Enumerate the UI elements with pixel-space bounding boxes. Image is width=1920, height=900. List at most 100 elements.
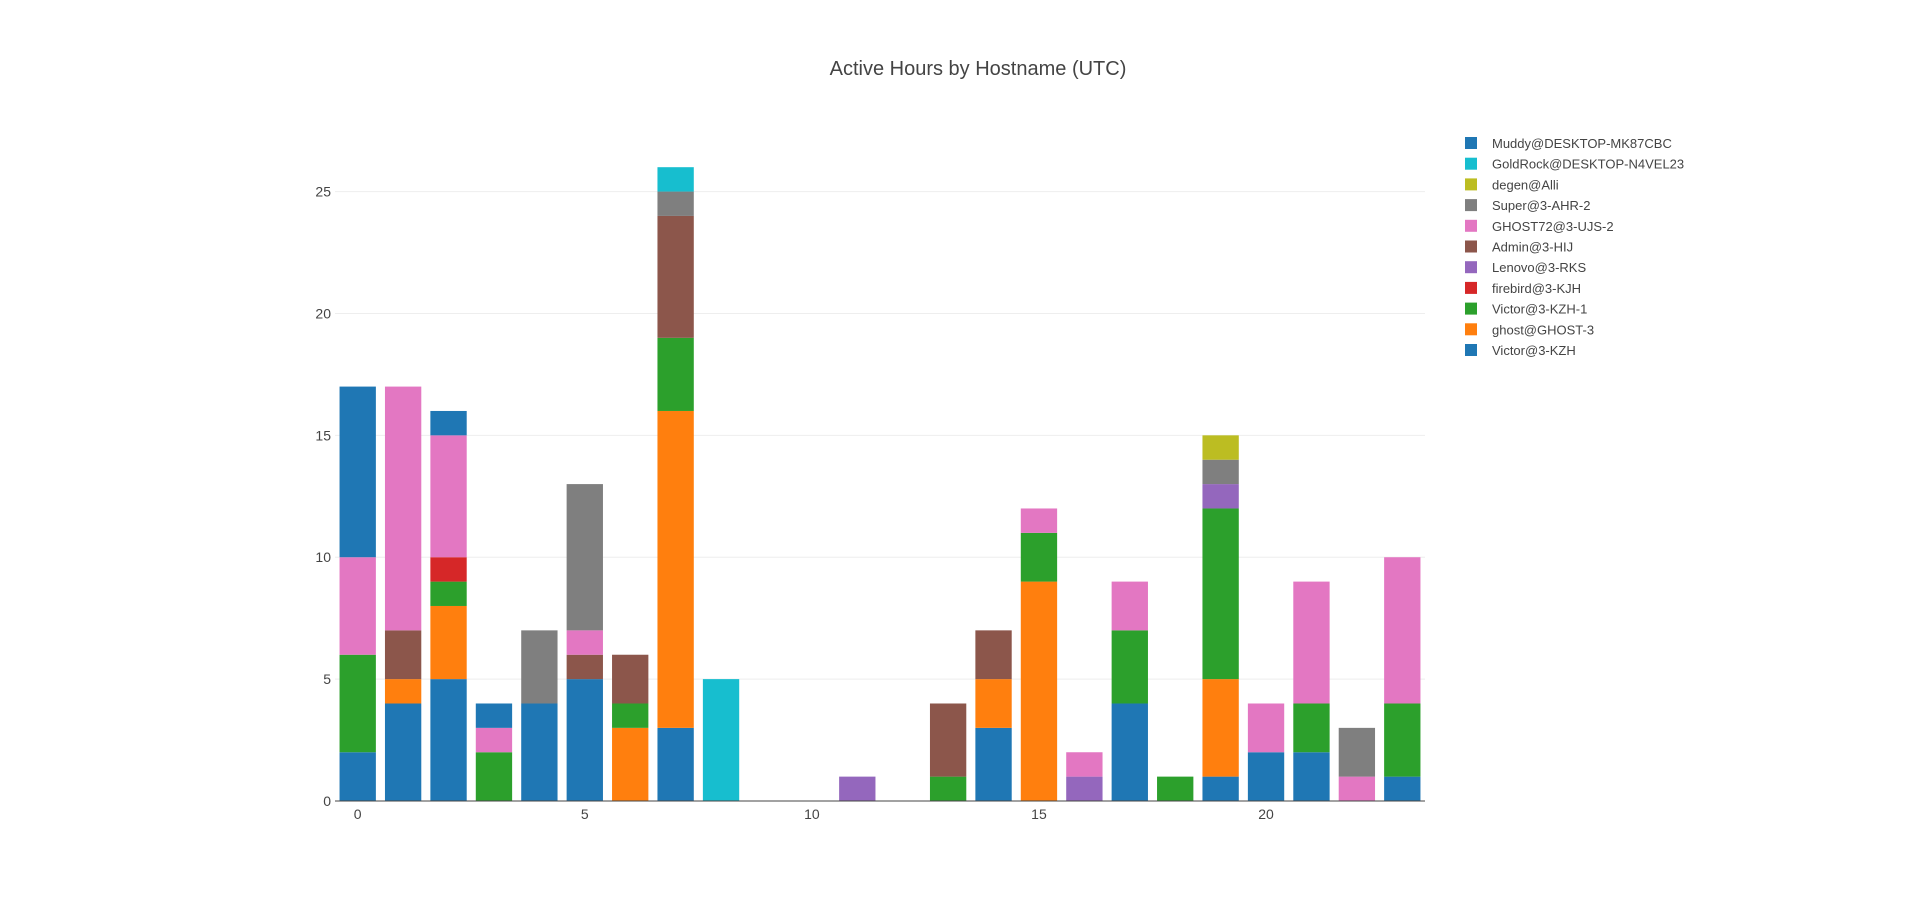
legend-item: degen@Alli [1465, 177, 1559, 192]
legend-swatch [1465, 219, 1477, 232]
bars [339, 167, 1421, 801]
bar-segment [1202, 484, 1239, 509]
legend-item: Super@3-AHR-2 [1465, 198, 1590, 213]
bar-segment [1157, 776, 1194, 801]
bar-segment [702, 679, 740, 801]
legend-label: degen@Alli [1492, 177, 1559, 192]
legend-label: Victor@3-KZH [1492, 343, 1576, 358]
bar-segment [975, 679, 1012, 728]
bar-segment [1111, 703, 1148, 801]
bar-segment [384, 703, 422, 801]
x-tick-label: 0 [354, 806, 362, 822]
bar-segment [657, 727, 694, 801]
bar-segment [1293, 752, 1330, 801]
chart-title: Active Hours by Hostname (UTC) [830, 58, 1127, 80]
legend-label: GoldRock@DESKTOP-N4VEL23 [1492, 157, 1684, 172]
bar-segment [475, 752, 513, 801]
x-tick-label: 10 [804, 806, 820, 822]
legend-swatch [1465, 323, 1477, 336]
bar-segment [1066, 776, 1103, 801]
legend-swatch [1465, 199, 1477, 212]
y-tick-label: 10 [315, 549, 331, 565]
bar-segment [430, 435, 467, 558]
legend-item: Muddy@DESKTOP-MK87CBC [1465, 136, 1672, 151]
bar-segment [1293, 581, 1330, 704]
bar-segment [612, 703, 649, 728]
bar-segment [1384, 557, 1421, 704]
bar-segment [521, 703, 558, 801]
bar-segment [339, 752, 376, 801]
bar-segment [1020, 508, 1058, 533]
bar-segment [929, 703, 967, 777]
bar-segment [1111, 630, 1148, 704]
legend-label: Super@3-AHR-2 [1492, 198, 1590, 213]
bar-segment [657, 410, 694, 728]
bar-segment [521, 630, 558, 704]
bar-segment [657, 167, 694, 192]
legend-label: firebird@3-KJH [1492, 281, 1581, 296]
bar-segment [475, 703, 513, 728]
legend-swatch [1465, 157, 1477, 170]
y-tick-label: 0 [323, 793, 331, 809]
bar-segment [339, 654, 376, 753]
bar-segment [1066, 752, 1103, 777]
bar-segment [1202, 435, 1239, 460]
bar-segment [612, 727, 649, 801]
legend-item: firebird@3-KJH [1465, 281, 1581, 296]
y-tick-label: 20 [315, 305, 331, 321]
bar-segment [1247, 752, 1285, 801]
legend-swatch [1465, 281, 1477, 294]
bar-segment [1202, 679, 1239, 777]
bar-segment [566, 630, 603, 655]
bar-segment [384, 679, 422, 704]
bar-segment [1202, 776, 1239, 801]
bar-segment [975, 727, 1012, 801]
bar-segment [1384, 703, 1421, 777]
bar-segment [975, 630, 1012, 680]
x-tick-label: 5 [581, 806, 589, 822]
bar-segment [339, 557, 376, 655]
bar-segment [1111, 581, 1148, 631]
bar-segment [1293, 703, 1330, 753]
legend-label: Muddy@DESKTOP-MK87CBC [1492, 136, 1672, 151]
y-tick-label: 5 [323, 671, 331, 687]
bar-segment [566, 484, 603, 631]
legend-label: Admin@3-HIJ [1492, 240, 1573, 255]
bar-segment [1202, 459, 1239, 485]
bar-segment [430, 557, 467, 582]
bar-segment [430, 581, 467, 606]
bar-segment [1384, 776, 1421, 801]
bar-segment [839, 776, 876, 801]
bar-segment [657, 337, 694, 411]
legend-swatch [1465, 137, 1477, 149]
legend-item: Victor@3-KZH [1465, 343, 1576, 358]
bar-segment [430, 410, 467, 436]
bar-segment [657, 191, 694, 216]
y-tick-label: 15 [315, 427, 331, 443]
legend-item: ghost@GHOST-3 [1465, 322, 1594, 337]
bar-segment [430, 605, 467, 680]
x-tick-label: 20 [1258, 806, 1274, 822]
bar-segment [566, 654, 603, 680]
bar-segment [1247, 703, 1285, 753]
legend-swatch [1465, 302, 1477, 315]
bar-segment [1020, 581, 1058, 801]
legend-item: GoldRock@DESKTOP-N4VEL23 [1465, 157, 1684, 172]
legend-label: ghost@GHOST-3 [1492, 322, 1594, 337]
gridlines [335, 191, 1425, 680]
legend-swatch [1465, 240, 1477, 253]
bar-segment [384, 386, 422, 631]
bar-segment [929, 776, 967, 801]
legend-swatch [1465, 178, 1477, 191]
legend-swatch [1465, 261, 1477, 274]
axes: 0 5 10 15 20 25 0 5 10 15 20 [315, 184, 1425, 822]
bar-segment [430, 679, 467, 801]
bar-segment [1338, 776, 1376, 801]
legend-item: Lenovo@3-RKS [1465, 260, 1586, 275]
legend-label: Lenovo@3-RKS [1492, 260, 1586, 275]
legend-item: Admin@3-HIJ [1465, 240, 1573, 255]
x-tick-label: 15 [1031, 806, 1047, 822]
bar-segment [1020, 532, 1058, 582]
legend-swatch [1465, 344, 1477, 356]
